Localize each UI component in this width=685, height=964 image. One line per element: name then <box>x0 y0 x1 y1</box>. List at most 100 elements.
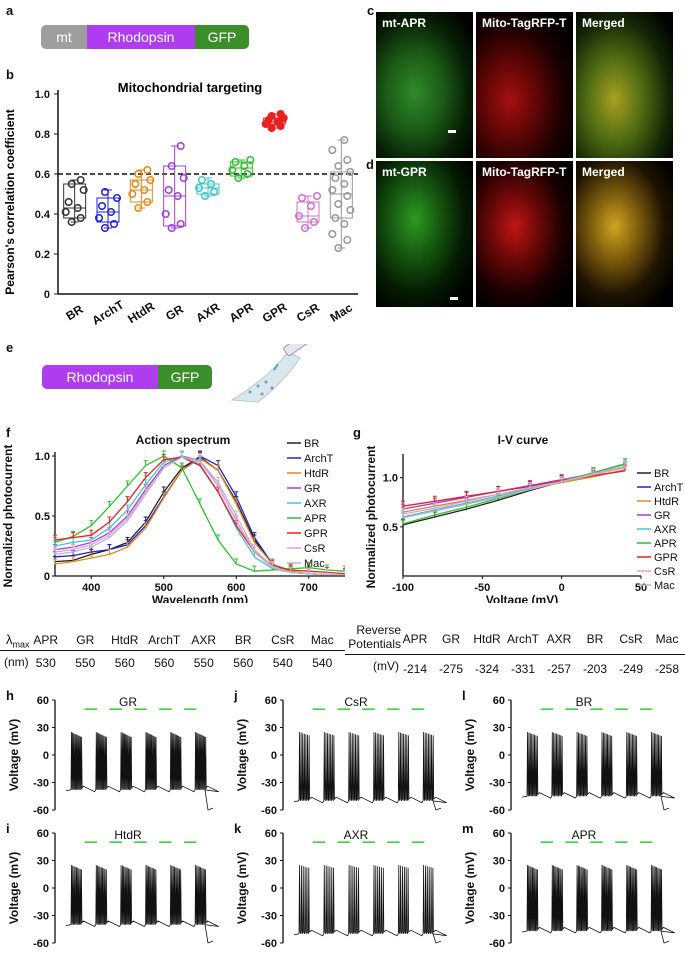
y-tick-label: -60 <box>33 938 49 950</box>
micro-merged-c: Merged <box>576 12 673 158</box>
table-header-cell: CsR <box>619 632 643 646</box>
legend-label: AXR <box>304 498 327 510</box>
data-point <box>179 173 188 183</box>
y-tick-label: 0 <box>44 571 50 583</box>
patch-clamp-illustration <box>230 344 310 403</box>
legend-label: BR <box>304 438 319 450</box>
table-header-cell: Mac <box>655 632 679 646</box>
y-axis-label: Voltage (mV) <box>235 719 249 791</box>
chart-title: Action spectrum <box>136 433 231 447</box>
rhodopsin-segment: Rhodopsin <box>87 25 195 49</box>
data-point <box>164 185 173 195</box>
data-point <box>79 185 88 195</box>
data-point <box>334 199 343 209</box>
x-tick-label: APR <box>227 300 256 325</box>
voltage-trace-line <box>293 865 447 944</box>
series-line <box>54 457 345 576</box>
legend-label: CsR <box>654 566 675 578</box>
x-tick-label: -50 <box>474 582 490 594</box>
data-point <box>312 191 322 201</box>
y-axis-label: Voltage (mV) <box>7 852 21 924</box>
legend-label: Mac <box>304 558 325 570</box>
data-point <box>109 219 119 229</box>
y-tick-label: 60 <box>493 695 505 707</box>
x-tick-label: 600 <box>227 582 245 594</box>
y-tick-label: -30 <box>33 911 49 923</box>
data-point <box>294 211 304 221</box>
panel-label-h: h <box>6 688 14 703</box>
data-point <box>67 179 76 189</box>
voltage-trace-htdr: 60 30 0 -30 -60 Voltage (mV) HtdR <box>7 828 219 950</box>
table-value-cell: 560 <box>114 656 135 670</box>
micro-label: mt-APR <box>382 16 426 30</box>
x-tick-label: 0 <box>559 582 565 594</box>
data-point <box>194 183 204 193</box>
chart-title: Mitochondrial targeting <box>118 80 263 95</box>
trace-title: CsR <box>344 695 368 709</box>
data-point <box>276 109 285 119</box>
y-axis-label: Voltage (mV) <box>7 719 21 791</box>
data-point <box>128 189 137 199</box>
data-point <box>343 191 352 201</box>
data-point <box>331 213 340 223</box>
trace-title: BR <box>576 695 593 709</box>
series-line <box>402 470 626 507</box>
data-point <box>297 193 307 203</box>
legend-label: BR <box>654 468 669 480</box>
micro-label: Mito-TagRFP-T <box>482 16 567 30</box>
data-point <box>73 203 82 213</box>
micro-mito-tagrfp-c: Mito-TagRFP-T <box>476 12 573 158</box>
data-point <box>334 161 343 171</box>
y-axis-label: Normalized photocurrent <box>364 446 378 589</box>
y-tick-label: -30 <box>261 778 277 790</box>
x-tick-label: ArchT <box>89 297 126 328</box>
legend-label: AXR <box>654 524 677 536</box>
voltage-trace-axr: 60 30 0 -30 -60 Voltage (mV) AXR <box>235 828 447 950</box>
x-axis-label: Voltage (mV) <box>486 593 558 603</box>
box <box>96 197 120 223</box>
voltage-trace-csr: 60 30 0 -30 -60 Voltage (mV) CsR <box>235 695 447 817</box>
y-axis-label: Voltage (mV) <box>235 852 249 924</box>
data-point <box>240 161 249 171</box>
y-tick-label: 0 <box>271 750 277 762</box>
data-point <box>97 201 107 211</box>
y-tick-label: 0.4 <box>35 209 51 221</box>
table-header-cell: ArchT <box>506 632 539 646</box>
data-point <box>209 187 219 197</box>
data-point <box>328 229 337 239</box>
data-point <box>346 205 355 215</box>
gfp-segment: GFP <box>195 25 249 49</box>
y-tick-label: 0 <box>43 750 49 762</box>
panel-label-a: a <box>6 3 14 18</box>
y-tick-label: 1.0 <box>383 473 398 485</box>
data-point <box>334 243 343 253</box>
panel-label-c: c <box>367 3 375 18</box>
voltage-trace-line <box>65 732 219 811</box>
trace-title: GR <box>119 695 137 709</box>
box <box>296 201 320 223</box>
table-value-cell: -331 <box>510 662 536 676</box>
iv-curve-chart: I-V curve Normalized photocurrent Voltage … <box>364 433 684 603</box>
rhodopsin-segment-e: Rhodopsin <box>42 365 158 389</box>
y-axis-label: Voltage (mV) <box>463 852 477 924</box>
data-point <box>61 207 70 217</box>
data-point <box>206 179 216 189</box>
data-point <box>273 117 282 127</box>
table-header-cell: AXR <box>191 633 217 647</box>
voltage-trace-line <box>521 732 675 811</box>
data-point <box>328 145 337 155</box>
data-point <box>267 111 276 121</box>
data-point <box>112 193 122 203</box>
table-header-cell: APR <box>33 633 59 647</box>
data-point <box>228 165 237 175</box>
x-tick-label: 50 <box>635 582 647 594</box>
table-header-cell: HtdR <box>473 632 501 646</box>
y-tick-label: 0.6 <box>35 169 50 181</box>
y-tick-label: -30 <box>261 911 277 923</box>
legend-label: CsR <box>304 543 325 555</box>
series-line <box>54 455 345 572</box>
reverse-unit: (mV) <box>373 659 399 673</box>
data-point <box>176 141 185 151</box>
x-tick-label: Mac <box>328 300 355 324</box>
y-tick-label: 0.5 <box>383 522 398 534</box>
